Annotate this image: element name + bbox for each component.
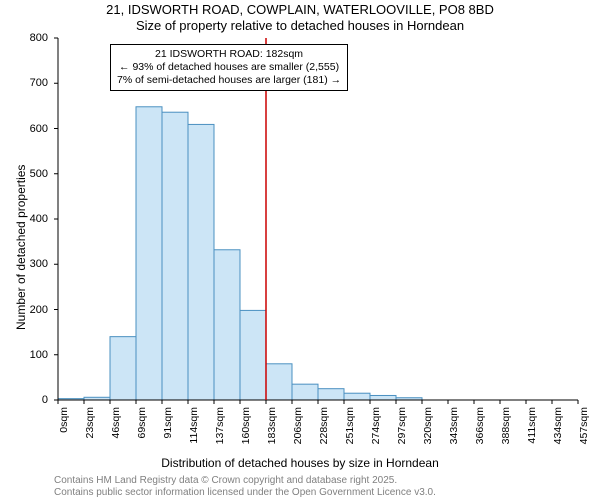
x-tick-label: 411sqm [526,407,538,452]
y-tick-label: 100 [8,349,48,361]
footer-line2: Contains public sector information licen… [54,487,436,498]
x-tick-label: 251sqm [344,407,356,452]
histogram-bar [370,395,396,400]
histogram-bar [318,389,344,400]
x-tick-label: 274sqm [370,407,382,452]
x-tick-label: 388sqm [500,407,512,452]
x-tick-label: 23sqm [84,407,96,452]
y-tick-label: 0 [8,394,48,406]
histogram-bar [110,337,136,400]
x-tick-label: 137sqm [214,407,226,452]
histogram-bar [240,310,266,400]
annotation-line3: 7% of semi-detached houses are larger (1… [117,74,341,87]
x-axis-label: Distribution of detached houses by size … [0,456,600,470]
y-tick-label: 800 [8,32,48,44]
histogram-bar [344,393,370,400]
x-tick-label: 91sqm [162,407,174,452]
histogram-bar [136,107,162,400]
annotation-box: 21 IDSWORTH ROAD: 182sqm ← 93% of detach… [110,44,348,91]
annotation-line1: 21 IDSWORTH ROAD: 182sqm [117,48,341,61]
footer-line1: Contains HM Land Registry data © Crown c… [54,475,397,486]
histogram-bar [162,112,188,400]
histogram-bar [188,124,214,400]
y-tick-label: 500 [8,168,48,180]
chart-container: 21, IDSWORTH ROAD, COWPLAIN, WATERLOOVIL… [0,0,600,500]
y-tick-label: 200 [8,304,48,316]
x-tick-label: 228sqm [318,407,330,452]
y-tick-label: 400 [8,213,48,225]
x-tick-label: 183sqm [266,407,278,452]
x-tick-label: 69sqm [136,407,148,452]
x-tick-label: 114sqm [188,407,200,452]
histogram-bar [266,364,292,400]
x-tick-label: 320sqm [422,407,434,452]
x-tick-label: 343sqm [448,407,460,452]
x-tick-label: 457sqm [578,407,590,452]
x-tick-label: 434sqm [552,407,564,452]
histogram-bar [214,250,240,400]
histogram-bar [292,384,318,400]
x-tick-label: 0sqm [58,407,70,452]
annotation-line2: ← 93% of detached houses are smaller (2,… [117,61,341,74]
x-tick-label: 160sqm [240,407,252,452]
x-tick-label: 206sqm [292,407,304,452]
y-tick-label: 600 [8,123,48,135]
y-tick-label: 300 [8,258,48,270]
x-tick-label: 297sqm [396,407,408,452]
x-tick-label: 366sqm [474,407,486,452]
x-tick-label: 46sqm [110,407,122,452]
y-tick-label: 700 [8,77,48,89]
